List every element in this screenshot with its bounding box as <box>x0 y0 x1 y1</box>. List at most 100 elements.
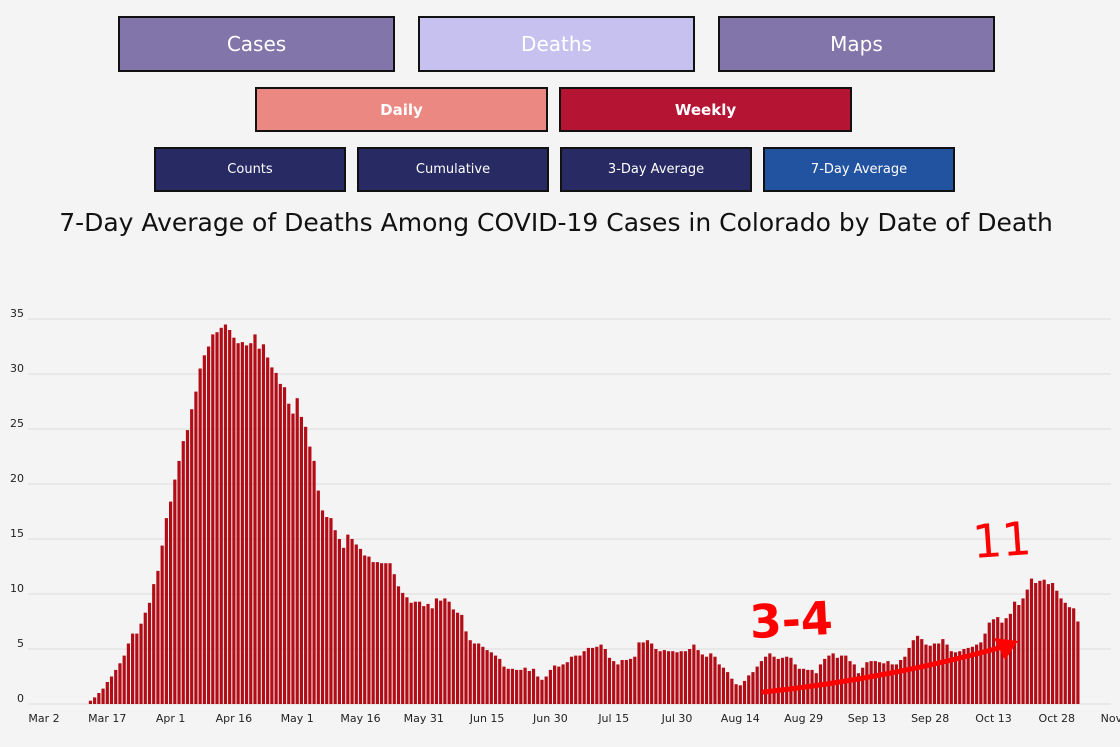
bar <box>316 490 320 704</box>
x-tick-label: Aug 29 <box>784 712 823 725</box>
bar <box>772 656 776 704</box>
cases-button[interactable]: Cases <box>118 16 395 72</box>
seven-day-average-button[interactable]: 7-Day Average <box>763 147 955 192</box>
x-tick-label: Jun 15 <box>469 712 505 725</box>
bar <box>367 556 371 704</box>
bar <box>312 460 316 704</box>
bar <box>105 682 109 704</box>
bar <box>932 643 937 704</box>
bar <box>93 697 97 704</box>
bar <box>147 602 152 704</box>
bar <box>894 664 899 704</box>
bar <box>350 539 354 704</box>
bar <box>392 574 396 704</box>
x-tick-label: Mar 2 <box>28 712 59 725</box>
deaths-button[interactable]: Deaths <box>418 16 695 72</box>
bar <box>620 660 624 704</box>
bar <box>498 658 502 704</box>
bar <box>616 664 620 704</box>
bar <box>299 416 304 704</box>
bar <box>282 387 287 704</box>
weekly-button[interactable]: Weekly <box>559 87 852 132</box>
bar <box>375 562 379 704</box>
x-tick-label: Jul 30 <box>661 712 693 725</box>
bar <box>510 668 515 704</box>
bar <box>907 647 911 704</box>
bar <box>1038 580 1042 704</box>
bar <box>139 623 143 704</box>
bar <box>730 678 734 704</box>
bar <box>215 332 219 704</box>
three-day-average-button[interactable]: 3-Day Average <box>560 147 752 192</box>
bar <box>886 661 890 704</box>
bar <box>599 644 603 704</box>
bar <box>464 631 468 704</box>
x-tick-label: Oct 28 <box>1039 712 1076 725</box>
bar <box>401 592 405 704</box>
bar <box>173 479 177 704</box>
bar <box>953 652 958 704</box>
bar <box>658 651 662 704</box>
bar <box>544 676 548 704</box>
bar <box>291 413 295 704</box>
bar <box>688 649 692 704</box>
bar <box>308 446 312 704</box>
bar <box>135 633 139 704</box>
bar <box>869 661 873 704</box>
bar <box>637 642 641 704</box>
x-tick-label: Sep 28 <box>911 712 949 725</box>
bar <box>1055 590 1059 704</box>
red-arrow-line <box>761 642 1013 695</box>
bar <box>472 643 477 704</box>
bar <box>700 654 704 704</box>
bar <box>194 391 198 704</box>
bar <box>595 646 599 704</box>
bar <box>780 657 785 704</box>
maps-button[interactable]: Maps <box>718 16 995 72</box>
bar <box>793 664 797 704</box>
bar <box>409 602 413 704</box>
x-tick-label: Apr 1 <box>156 712 186 725</box>
bar <box>612 661 616 704</box>
bar <box>768 653 772 704</box>
y-tick-label: 5 <box>17 637 24 650</box>
bar <box>713 656 717 704</box>
bar <box>751 672 755 704</box>
bar <box>1076 621 1080 704</box>
bar <box>865 662 869 704</box>
bar <box>671 651 675 704</box>
x-axis: Mar 2 Mar 17 Apr 1 Apr 16 May 1 May 16 May 31 J… <box>28 712 1120 725</box>
chart-title: 7-Day Average of Deaths Among COVID-19 C… <box>59 208 1053 237</box>
y-tick-label: 10 <box>10 582 24 595</box>
bar <box>211 334 215 704</box>
bar <box>502 666 506 704</box>
bar <box>493 655 498 704</box>
bar <box>1046 584 1050 704</box>
bar <box>527 671 531 704</box>
bar <box>1017 605 1021 704</box>
cumulative-button[interactable]: Cumulative <box>357 147 549 192</box>
bar <box>295 398 299 704</box>
bar <box>109 676 114 704</box>
bar <box>624 660 628 704</box>
bar <box>958 651 962 704</box>
daily-button[interactable]: Daily <box>255 87 548 132</box>
bar <box>937 643 941 704</box>
bar <box>274 372 278 704</box>
bar <box>354 544 358 704</box>
bar <box>679 651 683 704</box>
bar <box>388 563 392 704</box>
bar <box>1072 608 1076 704</box>
y-tick-label: 30 <box>10 362 24 375</box>
counts-button[interactable]: Counts <box>154 147 346 192</box>
bar <box>662 650 666 704</box>
bar <box>460 614 464 704</box>
bar <box>333 530 337 704</box>
bar <box>515 669 519 704</box>
y-tick-label: 25 <box>10 417 24 430</box>
bar <box>1025 589 1029 704</box>
bar <box>1063 602 1067 704</box>
bar <box>164 518 168 704</box>
bar <box>1050 583 1055 704</box>
